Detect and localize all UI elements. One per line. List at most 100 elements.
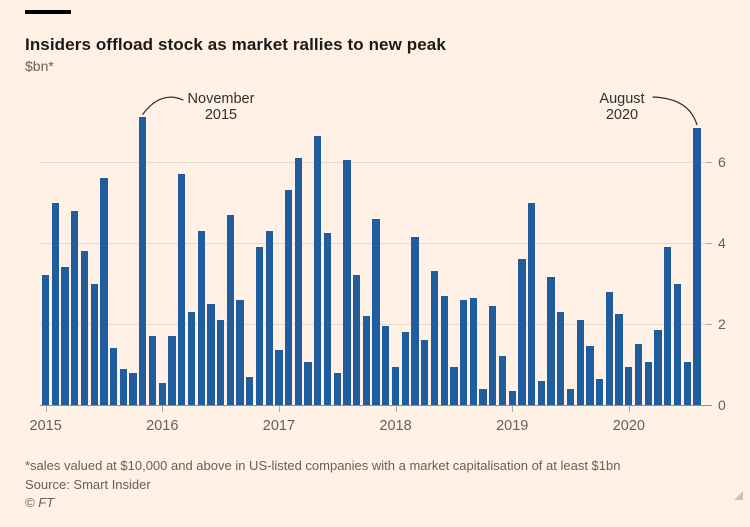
- chart-unit-label: $bn*: [25, 58, 54, 74]
- bar-month-53: [557, 311, 565, 405]
- copyright-line: © FT: [25, 495, 55, 510]
- bar-month-38: [411, 236, 419, 405]
- y-axis-label-2: 2: [718, 316, 726, 332]
- bar-month-40: [430, 271, 439, 405]
- bar-month-63: [654, 330, 662, 405]
- bar-month-45: [479, 388, 487, 405]
- bar-month-15: [187, 311, 196, 405]
- x-axis-tick-2016: [162, 406, 164, 412]
- x-axis-label-2017: 2017: [262, 418, 296, 434]
- bar-month-8: [119, 368, 128, 405]
- bar-month-10: [139, 117, 147, 405]
- x-axis-tick-2015: [45, 406, 47, 412]
- bar-month-28: [314, 135, 322, 405]
- bar-month-49: [518, 259, 526, 405]
- bar-month-58: [605, 291, 614, 405]
- bar-month-56: [586, 346, 594, 405]
- page-title: Insiders offload stock as market rallies…: [25, 35, 446, 55]
- bar-month-36: [391, 366, 400, 405]
- y-axis-tick-6: [706, 162, 712, 163]
- bar-month-54: [566, 388, 575, 405]
- bar-month-46: [489, 305, 497, 405]
- chart-footer: *sales valued at $10,000 and above in US…: [25, 457, 620, 513]
- y-axis-label-0: 0: [718, 397, 726, 413]
- bar-month-60: [625, 366, 633, 405]
- bar-month-1: [51, 202, 60, 405]
- bar-month-61: [634, 344, 643, 405]
- bar-month-64: [664, 247, 672, 405]
- footnote: *sales valued at $10,000 and above in US…: [25, 458, 621, 473]
- bar-month-20: [236, 299, 244, 405]
- source-line: Source: Smart Insider: [25, 476, 151, 492]
- bar-month-14: [178, 174, 186, 405]
- bar-month-29: [323, 232, 332, 405]
- bar-month-13: [168, 336, 176, 405]
- bar-month-31: [343, 159, 351, 405]
- bar-month-52: [547, 277, 555, 405]
- x-axis-tick-2019: [512, 406, 514, 412]
- bar-month-44: [469, 297, 477, 405]
- bar-month-26: [294, 157, 303, 405]
- bar-month-30: [333, 372, 341, 405]
- bar-month-17: [207, 303, 215, 405]
- bar-month-3: [71, 210, 79, 405]
- bar-month-47: [498, 356, 507, 405]
- x-axis-tick-2017: [278, 406, 280, 412]
- bar-month-18: [216, 319, 225, 405]
- bar-month-41: [440, 295, 448, 405]
- x-axis-label-2019: 2019: [496, 418, 529, 434]
- bar-month-25: [285, 190, 293, 405]
- bar-month-42: [450, 366, 458, 405]
- bar-month-19: [226, 214, 234, 405]
- bar-month-6: [100, 178, 108, 405]
- bar-month-5: [90, 283, 98, 405]
- y-axis-tick-4: [706, 243, 712, 244]
- x-axis-label-2016: 2016: [146, 418, 179, 434]
- bar-month-50: [528, 202, 536, 405]
- bar-month-27: [304, 362, 312, 405]
- y-axis-label-4: 4: [718, 235, 726, 251]
- bar-month-48: [508, 390, 516, 405]
- bar-month-9: [129, 372, 137, 405]
- bar-month-57: [596, 378, 604, 405]
- bar-month-59: [615, 313, 623, 405]
- bar-month-66: [683, 362, 691, 405]
- bar-month-43: [459, 299, 468, 405]
- bar-month-34: [372, 218, 380, 405]
- bar-month-51: [537, 380, 546, 405]
- bar-month-4: [80, 251, 89, 405]
- bar-month-16: [197, 230, 205, 405]
- bar-month-37: [401, 332, 409, 405]
- bar-month-22: [255, 247, 264, 405]
- x-axis-label-2020: 2020: [612, 418, 645, 434]
- y-axis-label-6: 6: [718, 154, 726, 170]
- title-accent-bar: [25, 10, 71, 14]
- bar-month-39: [421, 340, 429, 405]
- annotation-november-2015: November 2015: [187, 91, 255, 123]
- bar-month-7: [110, 348, 118, 405]
- bar-month-62: [644, 362, 652, 405]
- bar-month-67: [693, 127, 701, 405]
- bar-month-21: [246, 376, 254, 405]
- bar-month-33: [362, 315, 371, 405]
- bar-month-32: [353, 275, 361, 405]
- bar-month-11: [148, 336, 157, 405]
- annotation-august-2020: August 2020: [599, 91, 645, 123]
- x-axis-tick-2020: [628, 406, 630, 412]
- bar-month-35: [382, 326, 390, 405]
- bar-month-55: [576, 319, 584, 405]
- y-axis-tick-2: [706, 324, 712, 325]
- gridline-6: [40, 162, 712, 163]
- bar-month-12: [158, 382, 166, 405]
- resize-handle-icon[interactable]: [734, 491, 743, 500]
- x-axis-tick-2018: [395, 406, 397, 412]
- x-axis-label-2015: 2015: [29, 418, 62, 434]
- bar-month-0: [42, 275, 50, 405]
- bar-month-23: [265, 230, 273, 405]
- bar-month-24: [275, 350, 283, 405]
- bar-month-65: [673, 283, 682, 405]
- x-axis-label-2018: 2018: [379, 418, 412, 434]
- x-axis-baseline: [40, 405, 712, 406]
